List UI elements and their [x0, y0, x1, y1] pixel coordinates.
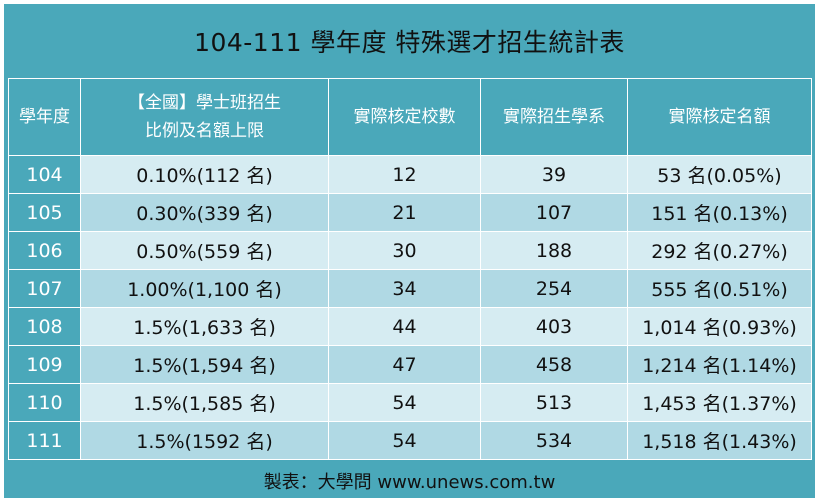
cell-schools: 30	[328, 231, 481, 270]
footer-credit: 製表：大學問 www.unews.com.tw	[263, 472, 556, 493]
table-frame: 104-111 學年度 特殊選才招生統計表 學年度 【全國】學士班招生 比例及名…	[4, 4, 815, 498]
cell-quota: 1,453 名(1.37%)	[627, 383, 812, 422]
cell-depts: 513	[480, 383, 628, 422]
cell-depts: 107	[480, 193, 628, 232]
cell-year: 109	[8, 345, 81, 384]
cell-depts: 458	[480, 345, 628, 384]
table-row: 111 1.5%(1592 名) 54 534 1,518 名(1.43%)	[8, 421, 812, 460]
table-row: 104 0.10%(112 名) 12 39 53 名(0.05%)	[8, 155, 812, 194]
header-ratio: 【全國】學士班招生 比例及名額上限	[80, 78, 329, 156]
cell-year: 106	[8, 231, 81, 270]
cell-year: 110	[8, 383, 81, 422]
cell-quota: 151 名(0.13%)	[627, 193, 812, 232]
cell-ratio: 1.5%(1,633 名)	[80, 307, 329, 346]
cell-schools: 47	[328, 345, 481, 384]
cell-quota: 555 名(0.51%)	[627, 269, 812, 308]
header-row: 學年度 【全國】學士班招生 比例及名額上限 實際核定校數 實際招生學系 實際核定…	[8, 78, 812, 156]
cell-ratio: 1.5%(1592 名)	[80, 421, 329, 460]
cell-ratio: 1.5%(1,594 名)	[80, 345, 329, 384]
header-year: 學年度	[8, 78, 81, 156]
header-ratio-line1: 【全國】學士班招生	[128, 93, 281, 113]
header-depts: 實際招生學系	[480, 78, 628, 156]
cell-quota: 1,014 名(0.93%)	[627, 307, 812, 346]
cell-ratio: 1.5%(1,585 名)	[80, 383, 329, 422]
cell-year: 108	[8, 307, 81, 346]
cell-depts: 39	[480, 155, 628, 194]
header-quota: 實際核定名額	[627, 78, 812, 156]
cell-schools: 34	[328, 269, 481, 308]
cell-quota: 1,518 名(1.43%)	[627, 421, 812, 460]
cell-year: 105	[8, 193, 81, 232]
table-row: 105 0.30%(339 名) 21 107 151 名(0.13%)	[8, 193, 812, 232]
stats-table: 學年度 【全國】學士班招生 比例及名額上限 實際核定校數 實際招生學系 實際核定…	[8, 78, 812, 460]
cell-ratio: 1.00%(1,100 名)	[80, 269, 329, 308]
cell-quota: 53 名(0.05%)	[627, 155, 812, 194]
cell-schools: 12	[328, 155, 481, 194]
table-row: 106 0.50%(559 名) 30 188 292 名(0.27%)	[8, 231, 812, 270]
cell-schools: 54	[328, 421, 481, 460]
cell-year: 107	[8, 269, 81, 308]
cell-quota: 292 名(0.27%)	[627, 231, 812, 270]
table-row: 109 1.5%(1,594 名) 47 458 1,214 名(1.14%)	[8, 345, 812, 384]
cell-schools: 54	[328, 383, 481, 422]
cell-schools: 21	[328, 193, 481, 232]
cell-depts: 403	[480, 307, 628, 346]
table-row: 110 1.5%(1,585 名) 54 513 1,453 名(1.37%)	[8, 383, 812, 422]
page-title: 104-111 學年度 特殊選才招生統計表	[194, 28, 625, 57]
header-ratio-line2: 比例及名額上限	[145, 121, 264, 141]
cell-depts: 188	[480, 231, 628, 270]
cell-ratio: 0.50%(559 名)	[80, 231, 329, 270]
cell-quota: 1,214 名(1.14%)	[627, 345, 812, 384]
cell-year: 104	[8, 155, 81, 194]
cell-depts: 254	[480, 269, 628, 308]
table-row: 108 1.5%(1,633 名) 44 403 1,014 名(0.93%)	[8, 307, 812, 346]
cell-ratio: 0.30%(339 名)	[80, 193, 329, 232]
table-row: 107 1.00%(1,100 名) 34 254 555 名(0.51%)	[8, 269, 812, 308]
cell-year: 111	[8, 421, 81, 460]
cell-ratio: 0.10%(112 名)	[80, 155, 329, 194]
header-schools: 實際核定校數	[328, 78, 481, 156]
cell-schools: 44	[328, 307, 481, 346]
cell-depts: 534	[480, 421, 628, 460]
